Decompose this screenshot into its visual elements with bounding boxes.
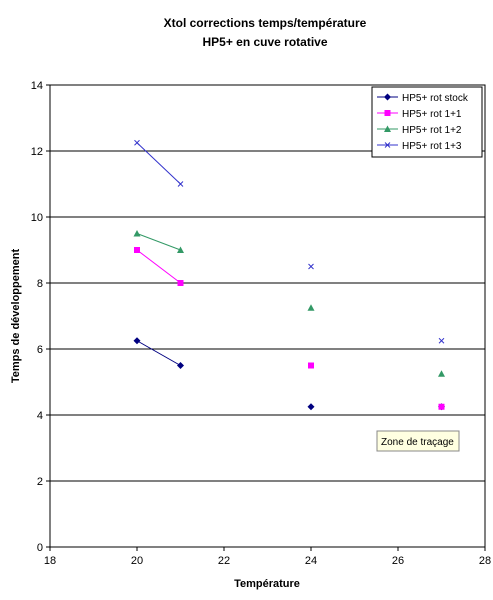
y-tick-label: 12: [31, 146, 43, 158]
legend[interactable]: HP5+ rot stock HP5+ rot 1+1 HP5+ rot 1+2 HP…: [371, 86, 483, 158]
legend-entry: HP5+ rot 1+1: [377, 109, 462, 120]
data-point: [308, 263, 314, 270]
legend-entry: HP5+ rot 1+2: [377, 125, 462, 136]
data-point: [438, 370, 445, 377]
y-axis: 0 2 4 6 8 10 12 14: [31, 80, 50, 554]
x-tick-label: 24: [305, 555, 317, 567]
legend-marker: [384, 93, 391, 101]
legend-label: HP5+ rot 1+1: [402, 109, 462, 120]
series-line: [136, 233, 181, 251]
series-markers: [133, 139, 445, 411]
series-line: [136, 142, 181, 185]
x-tick-label: 28: [479, 555, 491, 567]
x-tick-label: 22: [218, 555, 230, 567]
y-tick-label: 0: [37, 542, 43, 554]
data-point: [177, 280, 184, 286]
tooltip-text: Zone de traçage: [381, 437, 454, 448]
legend-entry: HP5+ rot 1+3: [377, 141, 462, 152]
x-axis: 18 20 22 24 26 28: [44, 547, 491, 567]
legend-marker: [384, 125, 391, 132]
data-point: [308, 362, 314, 369]
data-point: [177, 181, 184, 187]
chart-subtitle: HP5+ en cuve rotative: [202, 35, 327, 49]
plot-area-tooltip: Zone de traçage: [376, 430, 460, 452]
y-tick-label: 6: [37, 344, 43, 356]
chart-title: Xtol corrections temps/température: [164, 16, 367, 30]
x-tick-label: 20: [131, 555, 143, 567]
data-point: [177, 362, 184, 369]
y-tick-label: 2: [37, 476, 43, 488]
x-tick-label: 18: [44, 555, 56, 567]
legend-marker: [384, 110, 391, 116]
plot-area[interactable]: [49, 84, 486, 548]
y-tick-label: 8: [37, 278, 43, 290]
data-point: [133, 337, 141, 345]
x-tick-label: 26: [392, 555, 404, 567]
y-tick-label: 4: [37, 410, 43, 422]
data-point: [134, 247, 140, 253]
series-lines: [136, 142, 181, 366]
data-point: [438, 337, 445, 344]
gridlines: [50, 150, 485, 482]
tooltip-box: [376, 430, 460, 452]
data-point: [307, 304, 315, 311]
series-line: [136, 249, 181, 284]
data-point: [133, 230, 141, 237]
legend-entry: HP5+ rot stock: [377, 93, 469, 104]
legend-label: HP5+ rot 1+3: [402, 141, 462, 152]
legend-label: HP5+ rot stock: [402, 93, 469, 104]
legend-marker: [384, 142, 391, 148]
y-tick-label: 10: [31, 212, 43, 224]
y-axis-label: Temps de développement: [10, 249, 22, 384]
y-tick-label: 14: [31, 80, 43, 92]
data-point: [307, 403, 315, 411]
data-point: [177, 246, 184, 253]
data-point: [134, 139, 140, 146]
x-axis-label: Température: [234, 578, 300, 590]
data-point: [438, 403, 445, 410]
series-line: [136, 340, 181, 366]
legend-label: HP5+ rot 1+2: [402, 125, 462, 136]
